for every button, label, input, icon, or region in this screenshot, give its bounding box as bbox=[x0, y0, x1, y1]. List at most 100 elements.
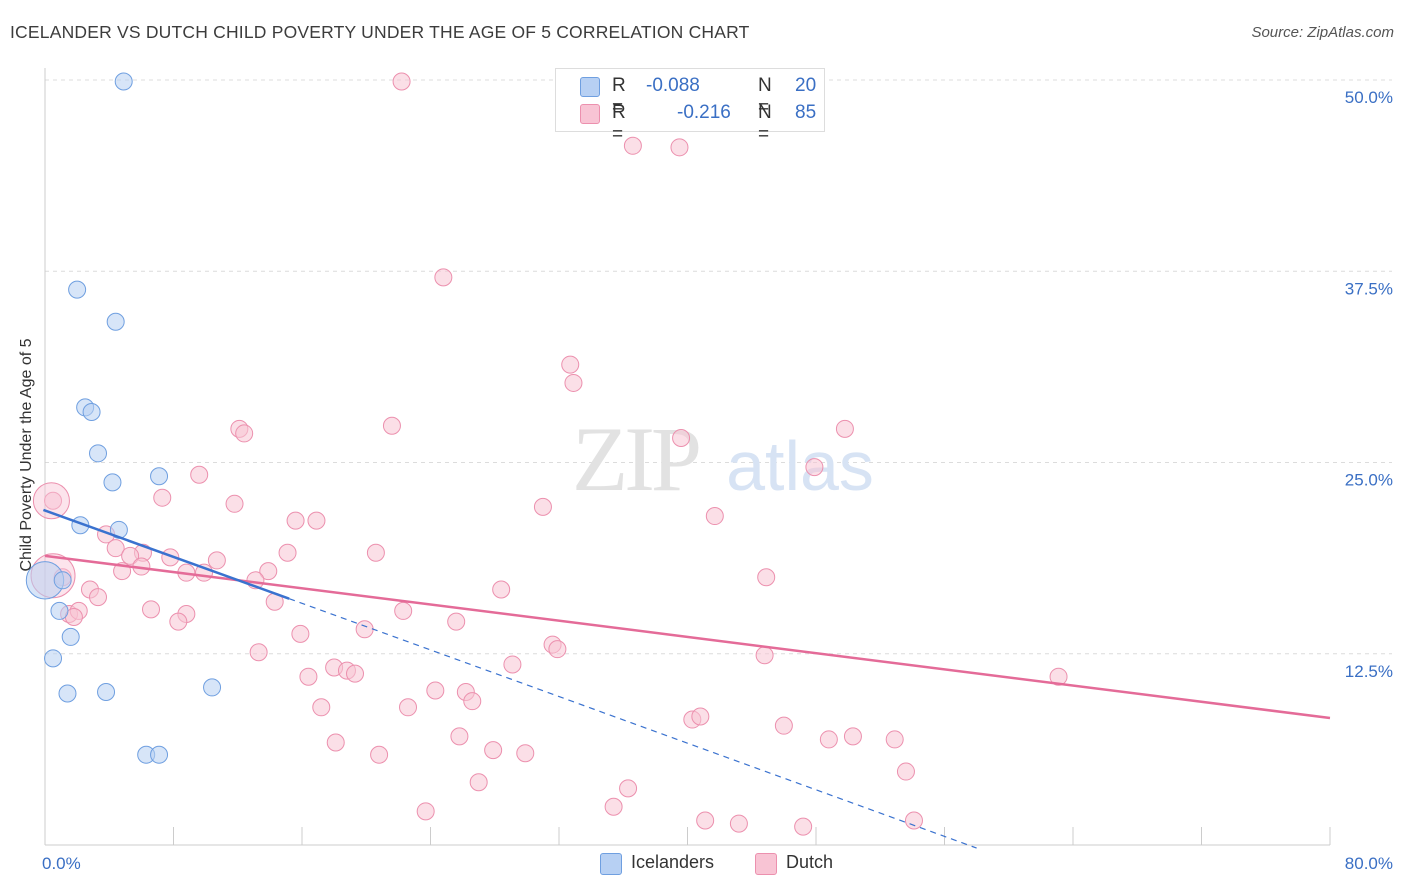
dutch-point bbox=[326, 733, 345, 752]
dutch-point bbox=[355, 620, 374, 639]
dutch-trend-line bbox=[44, 554, 1331, 720]
watermark: ZIP atlas bbox=[572, 408, 874, 510]
x-tick-label: 80.0% bbox=[1345, 854, 1393, 873]
dutch-point bbox=[885, 730, 904, 749]
dutch-point bbox=[503, 655, 522, 674]
y-tick-label: 25.0% bbox=[1345, 471, 1393, 490]
x-tick-label: 0.0% bbox=[42, 854, 81, 873]
dutch-point bbox=[382, 416, 401, 435]
icelanders-point bbox=[61, 627, 80, 646]
dutch-point bbox=[691, 707, 710, 726]
legend-swatch-dutch bbox=[580, 104, 600, 124]
dutch-point bbox=[1049, 667, 1068, 686]
dutch-point bbox=[278, 543, 297, 562]
bottom-legend-label-dutch: Dutch bbox=[786, 852, 834, 872]
dutch-point bbox=[672, 429, 691, 448]
icelanders-point bbox=[50, 601, 69, 620]
dutch-point bbox=[291, 624, 310, 643]
dutch-point bbox=[370, 745, 389, 764]
dutch-point bbox=[896, 762, 915, 781]
icelanders-point bbox=[150, 745, 169, 764]
correlation-legend: R = -0.088 N = 20 R = -0.216 N = 85 bbox=[555, 68, 825, 145]
legend-n-value-icelanders: 20 bbox=[795, 75, 817, 96]
icelanders-point bbox=[82, 403, 101, 422]
dutch-point bbox=[447, 612, 466, 631]
dutch-point bbox=[416, 802, 435, 821]
dutch-point bbox=[225, 494, 244, 513]
dutch-point bbox=[190, 465, 209, 484]
icelanders-point bbox=[53, 571, 72, 590]
dutch-point bbox=[623, 136, 642, 155]
watermark-zip: ZIP bbox=[572, 408, 699, 510]
dutch-point bbox=[312, 698, 331, 717]
dutch-points bbox=[30, 72, 1068, 836]
dutch-point bbox=[399, 698, 418, 717]
y-tick-label: 12.5% bbox=[1345, 662, 1393, 681]
bottom-legend-label-icelanders: Icelanders bbox=[631, 852, 715, 872]
dutch-point bbox=[346, 664, 365, 683]
dutch-point bbox=[604, 797, 623, 816]
dutch-point bbox=[89, 588, 108, 607]
source-label: Source: ZipAtlas.com bbox=[1251, 24, 1394, 41]
dutch-point bbox=[307, 511, 326, 530]
dutch-point bbox=[484, 741, 503, 760]
dutch-point bbox=[207, 551, 226, 570]
dutch-point bbox=[564, 373, 583, 392]
dutch-point bbox=[805, 458, 824, 477]
dutch-point bbox=[434, 268, 453, 287]
dutch-point bbox=[516, 744, 535, 763]
dutch-point bbox=[249, 643, 268, 662]
icelanders-point bbox=[106, 312, 125, 331]
dutch-point bbox=[794, 817, 813, 836]
dutch-point bbox=[561, 355, 580, 374]
dutch-point bbox=[463, 692, 482, 711]
dutch-point bbox=[469, 773, 488, 792]
icelanders-trend-line bbox=[42, 508, 290, 600]
legend-n-value-dutch: 85 bbox=[795, 102, 817, 123]
tick-labels: 12.5% 25.0% 37.5% 50.0% 0.0% 80.0% bbox=[42, 88, 1393, 873]
y-axis-label: Child Poverty Under the Age of 5 bbox=[18, 338, 35, 572]
icelanders-point bbox=[150, 467, 169, 486]
dutch-point bbox=[299, 667, 318, 686]
dutch-point bbox=[774, 716, 793, 735]
icelanders-points bbox=[25, 72, 222, 764]
dutch-point bbox=[843, 727, 862, 746]
legend-r-label: R = bbox=[612, 75, 626, 118]
dutch-point bbox=[619, 779, 638, 798]
dutch-point bbox=[729, 814, 748, 833]
icelanders-point bbox=[44, 649, 63, 668]
legend-swatch-icelanders bbox=[580, 77, 600, 97]
legend-r-value-dutch: -0.216 bbox=[677, 102, 731, 123]
axes bbox=[44, 68, 1331, 846]
bottom-legend-swatch-icelanders bbox=[600, 853, 622, 875]
y-tick-label: 50.0% bbox=[1345, 88, 1393, 107]
watermark-atlas: atlas bbox=[726, 427, 874, 505]
icelanders-point bbox=[203, 678, 222, 697]
dutch-point bbox=[169, 612, 188, 631]
icelanders-point bbox=[97, 683, 116, 701]
trend-lines bbox=[42, 508, 1331, 849]
dutch-point bbox=[392, 72, 411, 91]
dutch-point bbox=[259, 562, 278, 581]
dutch-point bbox=[548, 640, 567, 659]
dutch-point bbox=[235, 424, 254, 443]
dutch-point bbox=[835, 419, 854, 438]
grid-lines bbox=[45, 79, 1392, 655]
dutch-point bbox=[492, 580, 511, 599]
dutch-point bbox=[670, 138, 689, 157]
dutch-point bbox=[904, 811, 923, 830]
dutch-point bbox=[32, 482, 70, 520]
dutch-point bbox=[286, 511, 305, 530]
legend-n-label: N = bbox=[758, 75, 772, 118]
dutch-point bbox=[366, 543, 385, 562]
icelanders-point bbox=[68, 280, 87, 299]
dutch-point bbox=[705, 507, 724, 526]
icelanders-point bbox=[103, 473, 122, 492]
legend-r-label: R = bbox=[612, 102, 626, 145]
chart-title: ICELANDER VS DUTCH CHILD POVERTY UNDER T… bbox=[10, 22, 750, 42]
dutch-point bbox=[755, 646, 774, 665]
icelanders-point bbox=[89, 444, 108, 463]
icelanders-point bbox=[114, 72, 133, 91]
dutch-point bbox=[153, 488, 172, 507]
